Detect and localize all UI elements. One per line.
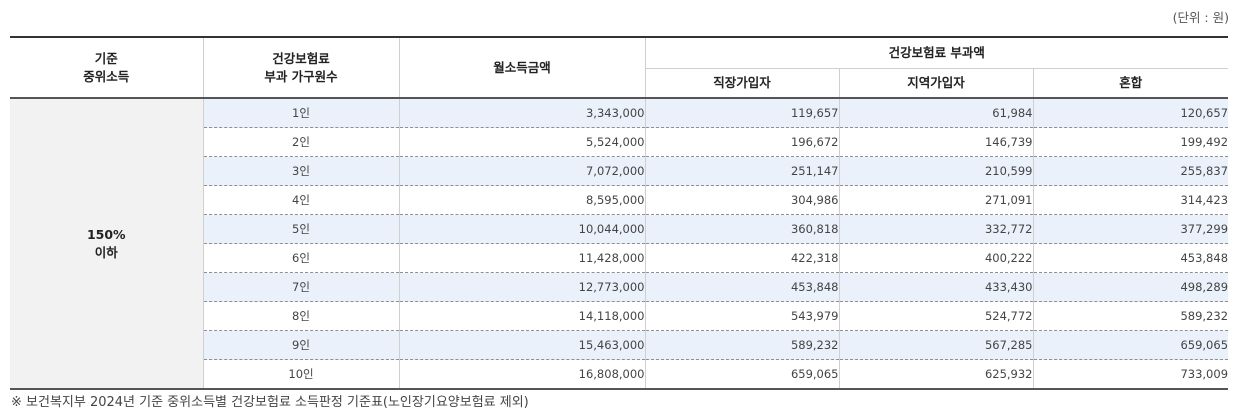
monthly-income-cell: 16,808,000	[398, 359, 645, 390]
table-row: 4인 8,595,000 304,986 271,091 314,423	[10, 185, 1229, 215]
mixed-premium-cell: 199,492	[1032, 127, 1229, 157]
monthly-income-cell: 15,463,000	[398, 330, 645, 360]
table-row: 3인 7,072,000 251,147 210,599 255,837	[10, 156, 1229, 186]
workplace-premium-cell: 119,657	[644, 98, 839, 128]
header-mixed: 혼합	[1032, 68, 1229, 99]
monthly-income-cell: 11,428,000	[398, 243, 645, 273]
mixed-premium-cell: 314,423	[1032, 185, 1229, 215]
table-row: 7인 12,773,000 453,848 433,430 498,289	[10, 272, 1229, 302]
regional-premium-cell: 332,772	[838, 214, 1033, 244]
household-cell: 1인	[202, 98, 399, 128]
workplace-premium-cell: 589,232	[644, 330, 839, 360]
header-workplace: 직장가입자	[644, 68, 839, 99]
workplace-premium-cell: 659,065	[644, 359, 839, 390]
regional-premium-cell: 524,772	[838, 301, 1033, 331]
workplace-premium-cell: 543,979	[644, 301, 839, 331]
regional-premium-cell: 400,222	[838, 243, 1033, 273]
workplace-premium-cell: 251,147	[644, 156, 839, 186]
table-row: 8인 14,118,000 543,979 524,772 589,232	[10, 301, 1229, 331]
header-monthly-income: 월소득금액	[398, 36, 645, 99]
table-row: 10인 16,808,000 659,065 625,932 733,009	[10, 359, 1229, 390]
mixed-premium-cell: 120,657	[1032, 98, 1229, 128]
household-cell: 8인	[202, 301, 399, 331]
regional-premium-cell: 271,091	[838, 185, 1033, 215]
mixed-premium-cell: 659,065	[1032, 330, 1229, 360]
household-cell: 9인	[202, 330, 399, 360]
household-cell: 6인	[202, 243, 399, 273]
workplace-premium-cell: 196,672	[644, 127, 839, 157]
monthly-income-cell: 5,524,000	[398, 127, 645, 157]
monthly-income-cell: 10,044,000	[398, 214, 645, 244]
workplace-premium-cell: 453,848	[644, 272, 839, 302]
workplace-premium-cell: 422,318	[644, 243, 839, 273]
household-cell: 7인	[202, 272, 399, 302]
mixed-premium-cell: 498,289	[1032, 272, 1229, 302]
category-cell: 150% 이하	[10, 98, 203, 390]
mixed-premium-cell: 733,009	[1032, 359, 1229, 390]
header-regional: 지역가입자	[838, 68, 1033, 99]
mixed-premium-cell: 255,837	[1032, 156, 1229, 186]
workplace-premium-cell: 360,818	[644, 214, 839, 244]
regional-premium-cell: 210,599	[838, 156, 1033, 186]
monthly-income-cell: 14,118,000	[398, 301, 645, 331]
header-median-income: 기준 중위소득	[10, 36, 203, 99]
regional-premium-cell: 625,932	[838, 359, 1033, 390]
household-cell: 5인	[202, 214, 399, 244]
monthly-income-cell: 12,773,000	[398, 272, 645, 302]
household-cell: 2인	[202, 127, 399, 157]
mixed-premium-cell: 453,848	[1032, 243, 1229, 273]
regional-premium-cell: 433,430	[838, 272, 1033, 302]
header-premium-group: 건강보험료 부과액	[644, 36, 1229, 69]
footnote: ※ 보건복지부 2024년 기준 중위소득별 건강보험료 소득판정 기준표(노인…	[11, 395, 529, 410]
monthly-income-cell: 3,343,000	[398, 98, 645, 128]
table-row: 9인 15,463,000 589,232 567,285 659,065	[10, 330, 1229, 360]
table-body: 150% 이하 1인 3,343,000 119,657 61,984 120,657 2인 5…	[10, 98, 1229, 390]
table-row: 150% 이하 1인 3,343,000 119,657 61,984 120,657	[10, 98, 1229, 390]
regional-premium-cell: 61,984	[838, 98, 1033, 128]
mixed-premium-cell: 377,299	[1032, 214, 1229, 244]
health-insurance-table: 기준 중위소득 건강보험료 부과 가구원수 월소득금액 건강보험료 부과액 직장…	[10, 36, 1229, 390]
regional-premium-cell: 146,739	[838, 127, 1033, 157]
monthly-income-cell: 7,072,000	[398, 156, 645, 186]
monthly-income-cell: 8,595,000	[398, 185, 645, 215]
table-row: 2인 5,524,000 196,672 146,739 199,492	[10, 127, 1229, 157]
table-row: 6인 11,428,000 422,318 400,222 453,848	[10, 243, 1229, 273]
mixed-premium-cell: 589,232	[1032, 301, 1229, 331]
table-row: 5인 10,044,000 360,818 332,772 377,299	[10, 214, 1229, 244]
household-cell: 4인	[202, 185, 399, 215]
header-household-size: 건강보험료 부과 가구원수	[202, 36, 399, 99]
workplace-premium-cell: 304,986	[644, 185, 839, 215]
household-cell: 10인	[202, 359, 399, 390]
regional-premium-cell: 567,285	[838, 330, 1033, 360]
household-cell: 3인	[202, 156, 399, 186]
unit-label: (단위 : 원)	[1172, 10, 1229, 25]
